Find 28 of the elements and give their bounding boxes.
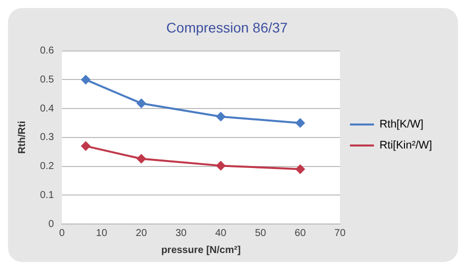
x-tick-label: 10: [96, 228, 108, 239]
x-tick-label: 70: [334, 228, 346, 239]
point: [81, 75, 90, 84]
point: [296, 118, 305, 128]
legend-label: Rti[Kin²/W]: [379, 140, 432, 152]
point: [216, 161, 226, 170]
y-tick-label: 0.4: [40, 103, 54, 114]
x-tick-label: 0: [59, 228, 66, 239]
y-tick-label: 0: [48, 218, 54, 230]
y-tick-label: 0.3: [40, 132, 54, 144]
point: [81, 142, 90, 151]
x-tick-label: 50: [254, 228, 266, 239]
x-tick-label: 20: [136, 228, 148, 239]
x-axis-title: pressure [N/cm²]: [161, 244, 241, 256]
y-tick-label: 0.1: [40, 190, 54, 201]
x-tick-label: 30: [176, 228, 188, 239]
y-axis-title: Rth/Rti: [16, 120, 28, 154]
legend-label: Rth[K/W]: [379, 118, 424, 131]
chart-title: Compression 86/37: [166, 19, 288, 36]
y-tick-label: 0.6: [40, 46, 54, 57]
point: [216, 112, 226, 122]
y-tick-label: 0.2: [40, 161, 54, 172]
point: [136, 154, 146, 164]
y-tick-label: 0.5: [40, 74, 54, 86]
point: [136, 98, 146, 108]
x-tick-label: 60: [294, 228, 306, 239]
x-tick-label: 40: [215, 228, 227, 239]
point: [296, 164, 305, 174]
